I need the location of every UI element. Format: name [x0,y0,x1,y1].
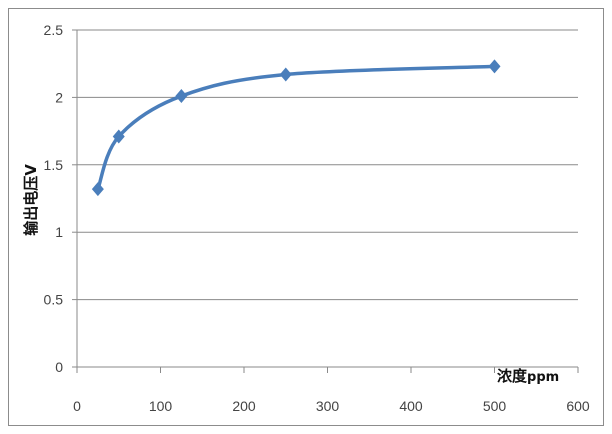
y-tick-label: 1 [55,224,63,240]
y-tick-label: 2 [55,89,63,105]
data-point-marker [279,67,292,82]
x-tick-label: 400 [399,398,423,414]
y-tick-label: 0.5 [44,292,64,308]
x-tick-label: 0 [73,398,81,414]
x-tick-label: 300 [316,398,340,414]
x-axis-label: 浓度ppm [497,367,559,385]
data-point-marker [112,129,125,144]
data-point-marker [488,59,501,74]
y-axis-label: 输出电压V [22,164,40,236]
x-tick-label: 500 [483,398,507,414]
x-tick-label: 600 [566,398,590,414]
y-tick-label: 2.5 [44,22,64,38]
y-tick-label: 1.5 [44,157,64,173]
x-tick-label: 100 [149,398,173,414]
data-point-marker [175,89,188,104]
chart-frame [8,8,604,426]
y-tick-label: 0 [55,359,63,375]
x-tick-label: 200 [232,398,256,414]
data-point-marker [91,182,104,197]
